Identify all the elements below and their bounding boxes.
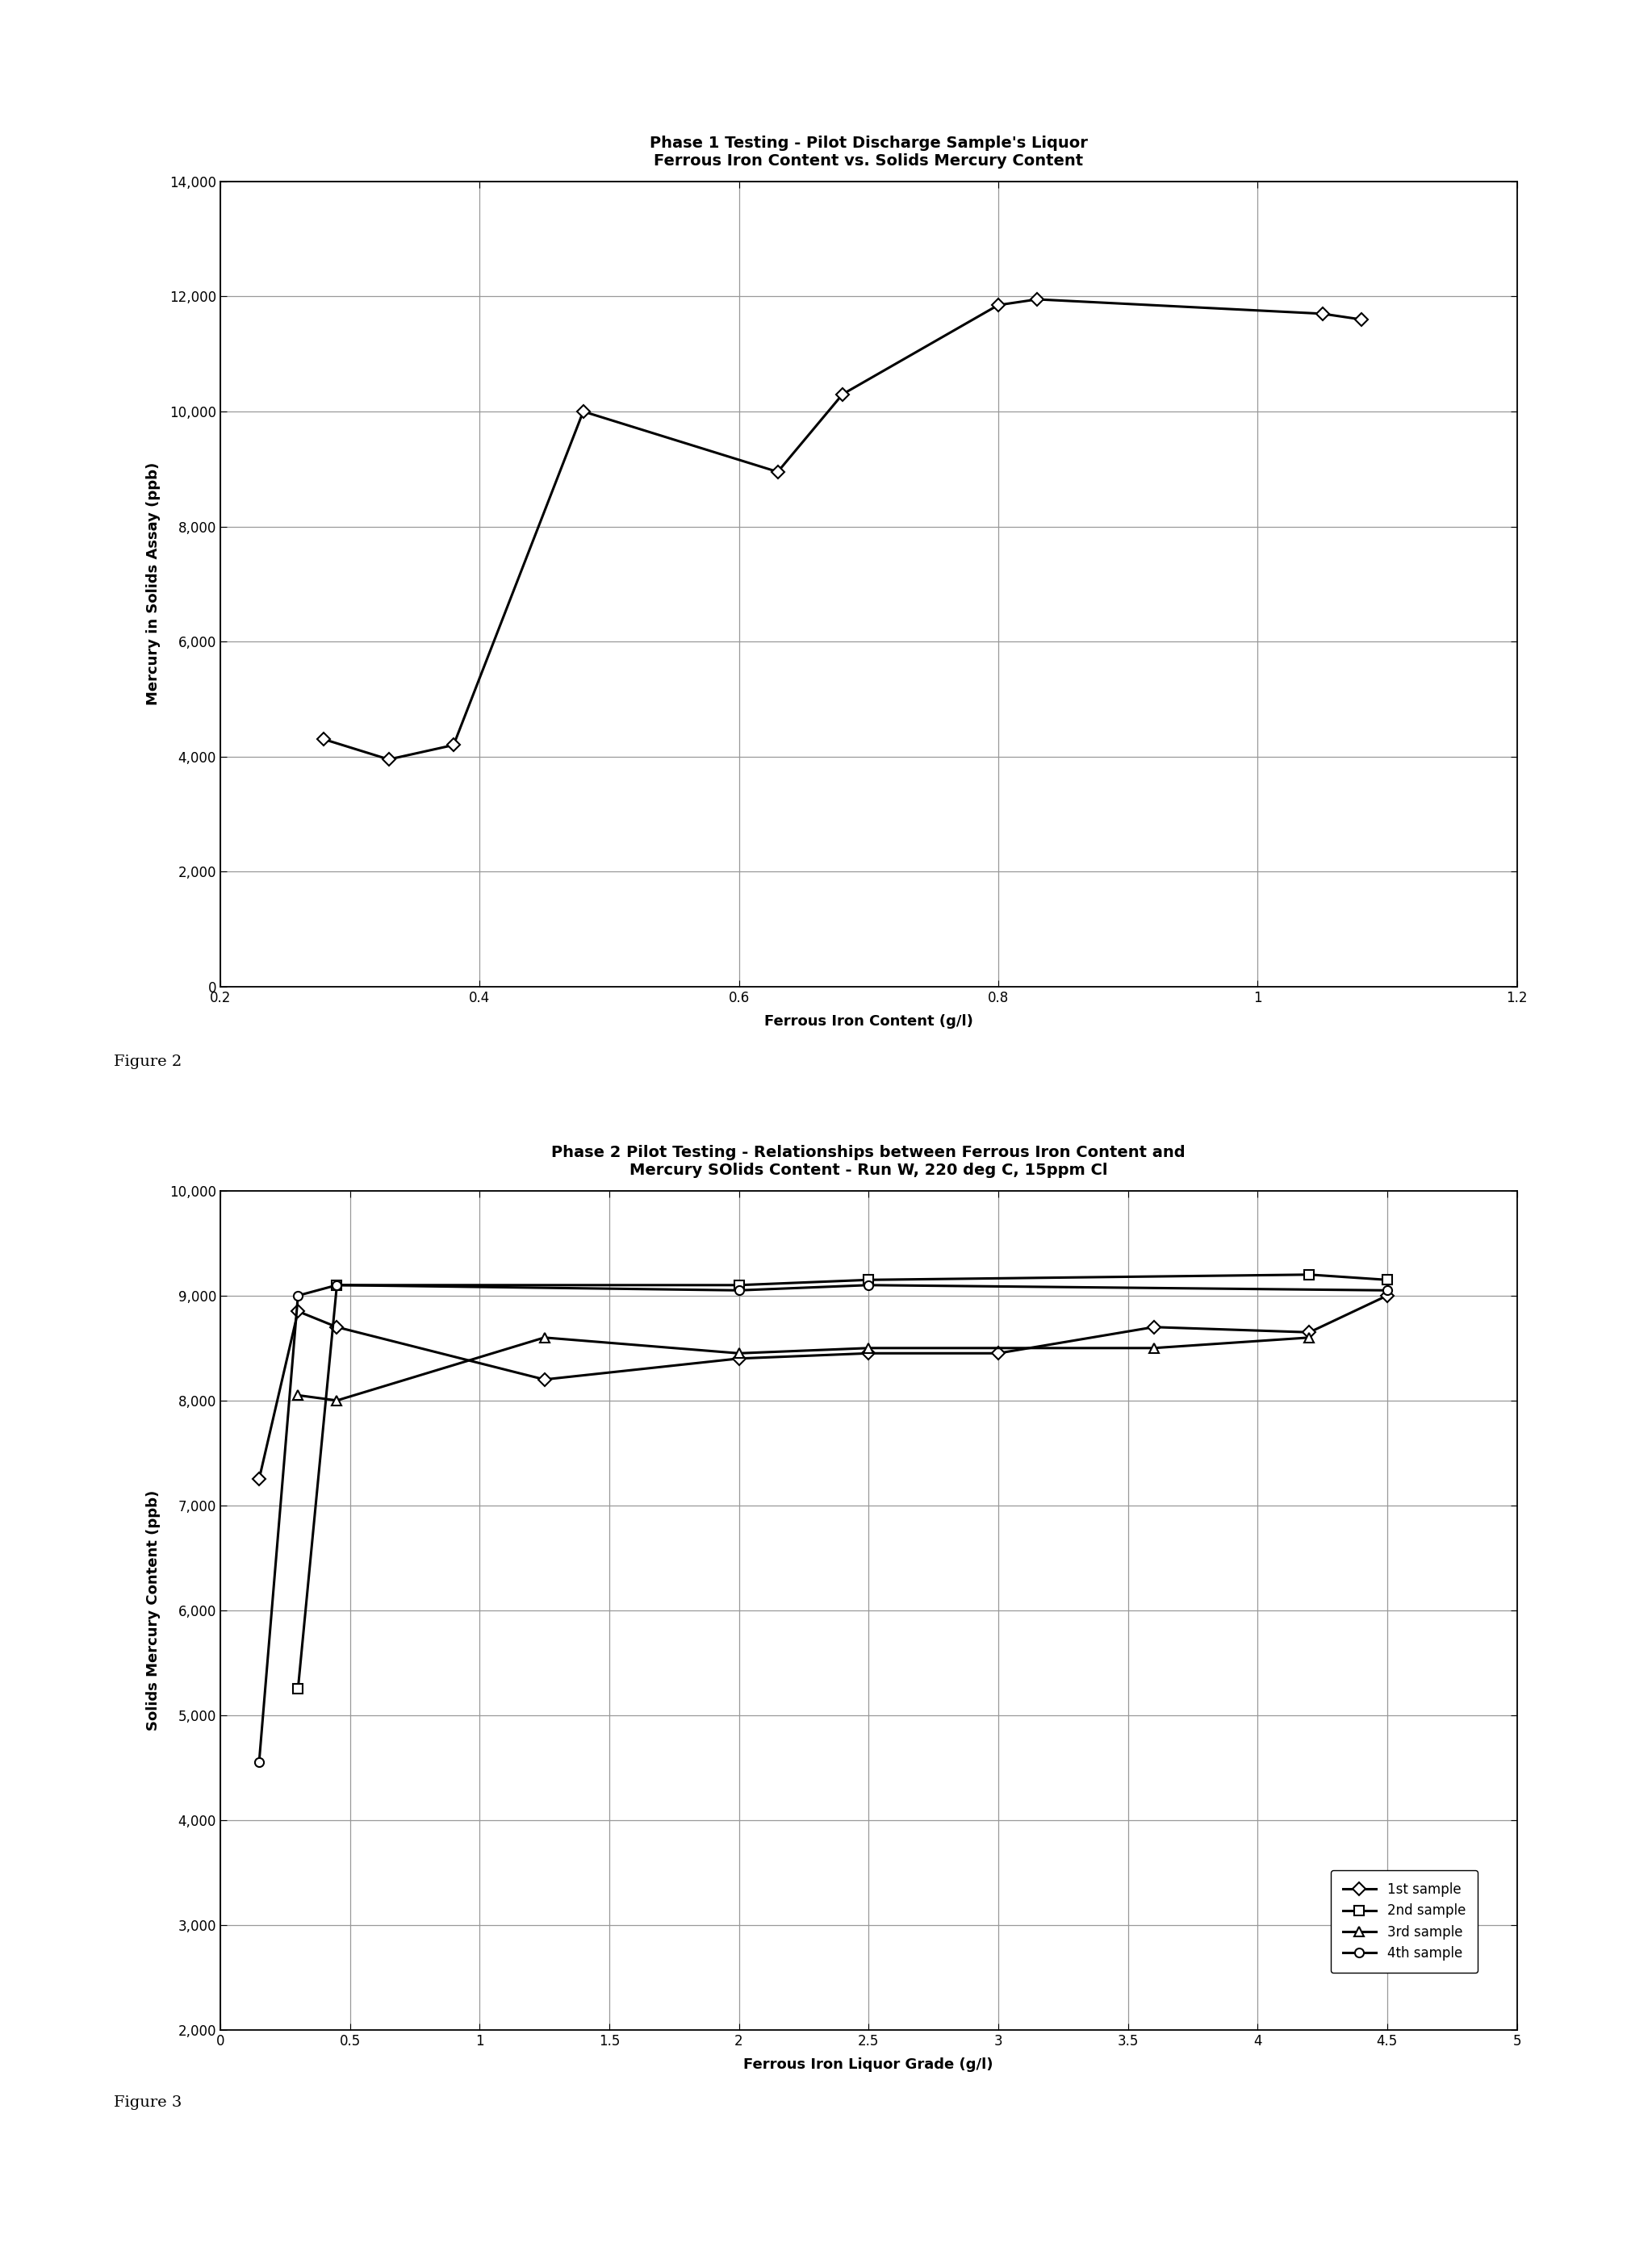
- 4th sample: [729, 1277, 749, 1304]
- Line: 1st sample: 1st sample: [254, 1290, 1391, 1483]
- 3rd sample: [1143, 1334, 1163, 1361]
- X-axis label: Ferrous Iron Liquor Grade (g/l): Ferrous Iron Liquor Grade (g/l): [744, 2057, 993, 2071]
- Line: 3rd sample: 3rd sample: [294, 1334, 1315, 1404]
- Title: Phase 1 Testing - Pilot Discharge Sample's Liquor
Ferrous Iron Content vs. Solid: Phase 1 Testing - Pilot Discharge Sample…: [649, 136, 1088, 170]
- 2nd sample: [328, 1272, 347, 1300]
- 4th sample: [250, 1749, 269, 1776]
- 3rd sample: [729, 1340, 749, 1368]
- Line: 2nd sample: 2nd sample: [294, 1270, 1391, 1694]
- 2nd sample: [860, 1266, 879, 1293]
- 2nd sample: [729, 1272, 749, 1300]
- 1st sample: [250, 1465, 269, 1492]
- 3rd sample: [535, 1325, 555, 1352]
- Y-axis label: Solids Mercury Content (ppb): Solids Mercury Content (ppb): [145, 1490, 160, 1730]
- 3rd sample: [860, 1334, 879, 1361]
- 1st sample: [988, 1340, 1008, 1368]
- X-axis label: Ferrous Iron Content (g/l): Ferrous Iron Content (g/l): [763, 1014, 974, 1027]
- 1st sample: [1300, 1318, 1319, 1345]
- Legend: 1st sample, 2nd sample, 3rd sample, 4th sample: 1st sample, 2nd sample, 3rd sample, 4th …: [1331, 1871, 1478, 1973]
- 4th sample: [1378, 1277, 1398, 1304]
- 1st sample: [289, 1297, 308, 1325]
- 4th sample: [860, 1272, 879, 1300]
- Line: 4th sample: 4th sample: [254, 1281, 1391, 1767]
- 3rd sample: [289, 1381, 308, 1408]
- Text: Figure 2: Figure 2: [114, 1055, 183, 1068]
- Y-axis label: Mercury in Solids Assay (ppb): Mercury in Solids Assay (ppb): [145, 463, 160, 705]
- 2nd sample: [1378, 1266, 1398, 1293]
- 1st sample: [729, 1345, 749, 1372]
- 2nd sample: [1300, 1261, 1319, 1288]
- 1st sample: [1143, 1313, 1163, 1340]
- 3rd sample: [1300, 1325, 1319, 1352]
- 4th sample: [328, 1272, 347, 1300]
- Title: Phase 2 Pilot Testing - Relationships between Ferrous Iron Content and
Mercury S: Phase 2 Pilot Testing - Relationships be…: [551, 1145, 1186, 1179]
- 1st sample: [860, 1340, 879, 1368]
- Text: Figure 3: Figure 3: [114, 2096, 183, 2109]
- 1st sample: [1378, 1281, 1398, 1309]
- 4th sample: [289, 1281, 308, 1309]
- 1st sample: [328, 1313, 347, 1340]
- 2nd sample: [289, 1676, 308, 1703]
- 1st sample: [535, 1365, 555, 1393]
- 3rd sample: [328, 1386, 347, 1415]
